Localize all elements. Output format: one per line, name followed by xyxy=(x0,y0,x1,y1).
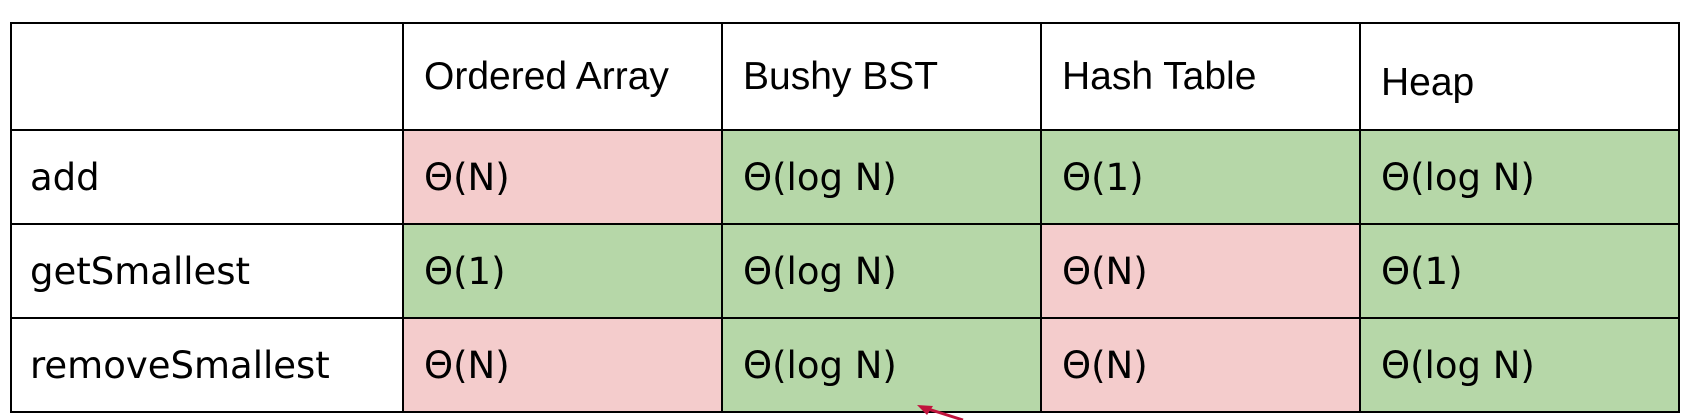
complexity-cell: Θ(log N) xyxy=(721,223,1042,319)
complexity-cell: Θ(log N) xyxy=(1359,317,1680,413)
complexity-cell: Θ(1) xyxy=(1040,129,1361,225)
operation-label: removeSmallest xyxy=(10,317,404,413)
complexity-cell: Θ(log N) xyxy=(1359,129,1680,225)
header-heap: Heap xyxy=(1359,22,1680,131)
complexity-cell: Θ(1) xyxy=(402,223,723,319)
table-row-remove-smallest: removeSmallest Θ(N) Θ(log N) Θ(N) Θ(log … xyxy=(10,317,1680,413)
table-row-add: add Θ(N) Θ(log N) Θ(1) Θ(log N) xyxy=(10,129,1680,225)
arrow-pointer-icon xyxy=(917,405,964,420)
operation-label: getSmallest xyxy=(10,223,404,319)
header-ordered-array: Ordered Array xyxy=(402,22,723,131)
header-hash-table: Hash Table xyxy=(1040,22,1361,131)
complexity-cell: Θ(N) xyxy=(1040,223,1361,319)
complexity-table-container: Ordered Array Bushy BST Hash Table Heap … xyxy=(10,22,1680,413)
complexity-cell: Θ(log N) xyxy=(721,129,1042,225)
complexity-cell: Θ(N) xyxy=(402,129,723,225)
complexity-cell: Θ(N) xyxy=(1040,317,1361,413)
header-row: Ordered Array Bushy BST Hash Table Heap xyxy=(10,22,1680,131)
header-bushy-bst: Bushy BST xyxy=(721,22,1042,131)
operation-label: add xyxy=(10,129,404,225)
table-row-get-smallest: getSmallest Θ(1) Θ(log N) Θ(N) Θ(1) xyxy=(10,223,1680,319)
header-corner-cell xyxy=(10,22,404,131)
complexity-cell: Θ(log N) xyxy=(721,317,1042,413)
complexity-cell: Θ(1) xyxy=(1359,223,1680,319)
complexity-table: Ordered Array Bushy BST Hash Table Heap … xyxy=(10,22,1680,413)
complexity-cell: Θ(N) xyxy=(402,317,723,413)
